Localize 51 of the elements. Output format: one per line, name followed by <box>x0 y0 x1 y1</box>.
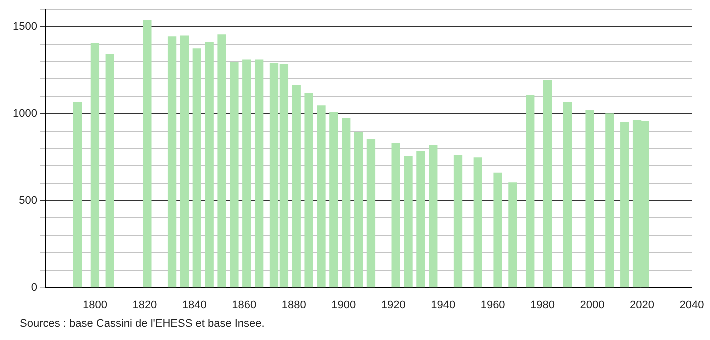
x-tick-label: 1860 <box>232 299 257 312</box>
x-tick-label: 1900 <box>332 299 356 312</box>
bar <box>563 102 572 288</box>
x-tick-label: 1960 <box>480 299 506 312</box>
bar <box>586 110 594 288</box>
bar <box>192 48 202 288</box>
x-tick-label: 1980 <box>530 299 556 312</box>
x-tick-label: 1820 <box>132 299 158 312</box>
bar <box>254 60 264 288</box>
bar <box>230 62 239 288</box>
bar <box>416 152 426 288</box>
bar <box>218 34 226 288</box>
x-tick-label: 2040 <box>680 299 704 312</box>
bar <box>620 122 630 288</box>
bar <box>526 94 535 288</box>
bar <box>205 42 214 288</box>
bar <box>242 60 252 288</box>
x-tick-label: 1800 <box>82 299 108 312</box>
x-tick-label: 1880 <box>282 299 306 312</box>
source-note: Sources : base Cassini de l'EHESS et base Insee. <box>20 318 265 330</box>
bar <box>474 158 482 288</box>
bar <box>494 172 502 288</box>
y-tick-label: 500 <box>19 194 38 207</box>
bar <box>143 20 152 288</box>
bar <box>366 139 376 288</box>
bar <box>304 93 314 288</box>
bar <box>168 36 177 288</box>
bar <box>454 154 463 288</box>
bar <box>106 54 114 288</box>
bar <box>90 43 100 288</box>
y-tick-label: 1000 <box>12 108 38 120</box>
bar <box>292 85 301 288</box>
x-tick-label: 2020 <box>630 299 655 312</box>
y-tick-label: 0 <box>31 282 38 294</box>
bar <box>180 36 190 288</box>
bar <box>404 156 413 288</box>
bar <box>354 132 364 288</box>
x-tick-label: 1940 <box>431 299 456 312</box>
bar <box>73 102 82 288</box>
x-tick-label: 2000 <box>580 299 605 312</box>
bar <box>429 145 438 288</box>
x-tick-label: 1920 <box>381 299 406 312</box>
bar <box>317 106 326 288</box>
x-tick-label: 1840 <box>182 299 207 312</box>
bar <box>508 182 518 288</box>
bar <box>392 144 400 288</box>
bar <box>342 118 351 288</box>
bar <box>543 80 552 288</box>
bar <box>330 112 338 288</box>
bar <box>606 114 614 288</box>
y-tick-label: 1500 <box>12 21 38 34</box>
